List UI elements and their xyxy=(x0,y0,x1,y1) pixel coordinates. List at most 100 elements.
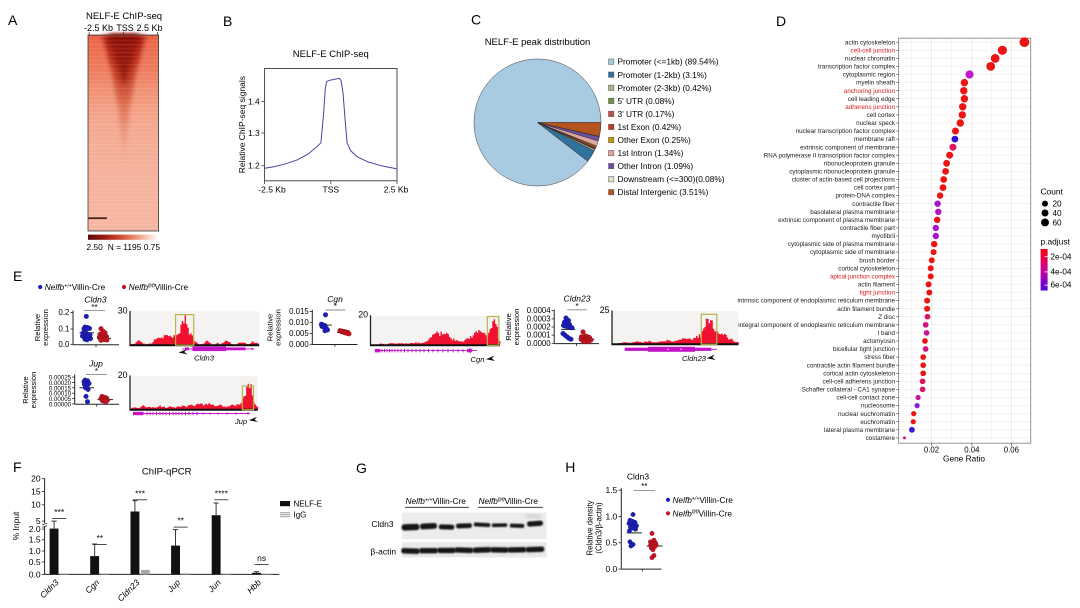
svg-text:nucleosome: nucleosome xyxy=(861,403,895,410)
svg-text:0.010: 0.010 xyxy=(289,318,309,327)
svg-text:Promoter (1-2kb) (3.1%): Promoter (1-2kb) (3.1%) xyxy=(618,70,708,80)
svg-text:0.0000: 0.0000 xyxy=(527,339,552,348)
svg-text:ns: ns xyxy=(257,553,266,563)
svg-text:cortical cytoskeleton: cortical cytoskeleton xyxy=(838,265,895,272)
svg-text:Cldn23: Cldn23 xyxy=(682,354,707,363)
svg-text:0.75: 0.75 xyxy=(144,242,161,252)
svg-text:actin filament bundle: actin filament bundle xyxy=(837,306,895,313)
svg-text:tight junction: tight junction xyxy=(860,290,896,297)
svg-text:0.0003: 0.0003 xyxy=(527,314,551,323)
svg-text:Relative: Relative xyxy=(266,314,275,341)
svg-text:0.00015: 0.00015 xyxy=(49,385,72,392)
svg-text:0.015: 0.015 xyxy=(289,307,309,316)
svg-text:Promoter (<=1kb) (89.54%): Promoter (<=1kb) (89.54%) xyxy=(618,57,719,67)
svg-text:expression: expression xyxy=(274,309,283,346)
svg-text:0.5: 0.5 xyxy=(29,557,41,567)
svg-text:3' UTR (0.17%): 3' UTR (0.17%) xyxy=(618,109,675,119)
svg-text:p.adjust: p.adjust xyxy=(1041,237,1071,247)
svg-text:Nelfb+/+Villin-Cre: Nelfb+/+Villin-Cre xyxy=(406,496,467,506)
svg-text:cell cortex: cell cortex xyxy=(867,112,896,119)
svg-text:6e-04: 6e-04 xyxy=(1051,281,1072,290)
svg-text:20: 20 xyxy=(358,310,368,320)
svg-text:RNA polymerase II transcriptio: RNA polymerase II transcription factor c… xyxy=(764,152,896,159)
svg-text:0.00000: 0.00000 xyxy=(49,401,72,408)
svg-text:NELF-E peak distribution: NELF-E peak distribution xyxy=(485,37,591,48)
svg-text:cell cortex part: cell cortex part xyxy=(854,185,895,192)
svg-text:membrane raft: membrane raft xyxy=(854,136,895,143)
svg-text:cell-cell adherens junction: cell-cell adherens junction xyxy=(823,378,896,385)
svg-text:0.0: 0.0 xyxy=(29,569,41,579)
svg-text:Nelfb+/+Villin-Cre: Nelfb+/+Villin-Cre xyxy=(45,282,106,292)
svg-text:10: 10 xyxy=(31,500,41,510)
svg-text:Nelfbfl/flVillin-Cre: Nelfbfl/flVillin-Cre xyxy=(673,508,733,518)
svg-text:Relative: Relative xyxy=(21,376,30,403)
svg-text:***: *** xyxy=(54,507,65,517)
svg-text:Downstream (<=300)(0.08%): Downstream (<=300)(0.08%) xyxy=(618,174,725,184)
svg-text:extrinsic component of membran: extrinsic component of membrane xyxy=(800,144,895,151)
svg-text:***: *** xyxy=(135,488,146,498)
svg-text:Gene Ratio: Gene Ratio xyxy=(943,454,985,464)
svg-text:Cgn: Cgn xyxy=(471,355,485,364)
svg-text:Other Exon (0.25%): Other Exon (0.25%) xyxy=(618,135,692,145)
svg-text:β-actin: β-actin xyxy=(370,547,396,557)
svg-text:IgG: IgG xyxy=(294,511,307,520)
svg-text:0.0: 0.0 xyxy=(605,564,617,574)
svg-text:0.1: 0.1 xyxy=(59,325,70,334)
svg-text:5: 5 xyxy=(36,516,41,526)
svg-text:Relative ChIP-seq signals: Relative ChIP-seq signals xyxy=(237,76,247,173)
svg-text:2.50: 2.50 xyxy=(87,242,104,252)
svg-text:**: ** xyxy=(641,482,647,491)
svg-text:ribonucleoprotein granule: ribonucleoprotein granule xyxy=(824,160,896,167)
svg-text:*: * xyxy=(575,302,578,311)
svg-text:intrinsic component of endopla: intrinsic component of endoplasmic retic… xyxy=(738,298,896,305)
svg-text:20: 20 xyxy=(1053,200,1063,209)
svg-text:0.0001: 0.0001 xyxy=(527,331,551,340)
svg-text:NELF-E: NELF-E xyxy=(294,500,322,509)
svg-text:**: ** xyxy=(96,533,103,543)
svg-text:apical junction complex: apical junction complex xyxy=(830,274,896,281)
svg-text:expression: expression xyxy=(29,372,38,409)
svg-text:actin filament: actin filament xyxy=(858,282,895,289)
svg-text:Cldn3: Cldn3 xyxy=(84,294,106,304)
svg-text:1.3: 1.3 xyxy=(248,128,260,138)
svg-text:Jup: Jup xyxy=(234,417,247,426)
svg-text:NELF-E ChIP-seq: NELF-E ChIP-seq xyxy=(86,11,162,22)
svg-text:actomyosin: actomyosin xyxy=(863,338,895,345)
svg-text:****: **** xyxy=(215,488,229,498)
svg-text:Relative: Relative xyxy=(504,313,513,340)
svg-text:1.0: 1.0 xyxy=(605,511,617,521)
svg-text:D: D xyxy=(776,13,786,29)
svg-text:Z disc: Z disc xyxy=(878,314,895,321)
svg-text:lateral plasma membrane: lateral plasma membrane xyxy=(824,427,896,434)
svg-text:Other Intron (1.09%): Other Intron (1.09%) xyxy=(618,161,694,171)
svg-text:1.2: 1.2 xyxy=(248,161,260,171)
svg-text:costamere: costamere xyxy=(866,435,896,442)
svg-text:cell-cell junction: cell-cell junction xyxy=(851,47,896,54)
svg-text:nuclear transcription factor c: nuclear transcription factor complex xyxy=(796,128,896,135)
svg-text:0.00025: 0.00025 xyxy=(49,375,72,382)
svg-text:0.04: 0.04 xyxy=(964,446,980,455)
svg-text:A: A xyxy=(8,12,18,28)
svg-text:Cldn3: Cldn3 xyxy=(194,354,215,363)
svg-text:1st Exon (0.42%): 1st Exon (0.42%) xyxy=(618,122,682,132)
svg-text:cytoplasmic ribonucleoprotein: cytoplasmic ribonucleoprotein granule xyxy=(789,169,895,176)
svg-text:Jup: Jup xyxy=(88,358,103,368)
svg-text:bicellular tight junction: bicellular tight junction xyxy=(833,346,895,353)
svg-text:brush border: brush border xyxy=(859,257,895,264)
svg-text:4e-04: 4e-04 xyxy=(1051,268,1072,277)
svg-text:Cldn3: Cldn3 xyxy=(627,472,649,482)
svg-text:0.00020: 0.00020 xyxy=(49,380,72,387)
svg-text:basolateral plasma membrane: basolateral plasma membrane xyxy=(810,209,895,216)
svg-text:cortical actin cytoskeleton: cortical actin cytoskeleton xyxy=(823,370,895,377)
svg-text:TSS: TSS xyxy=(323,185,340,195)
svg-text:G: G xyxy=(356,460,367,476)
svg-text:E: E xyxy=(13,268,22,284)
svg-text:0.00010: 0.00010 xyxy=(49,391,72,398)
svg-text:euchromatin: euchromatin xyxy=(860,419,895,426)
svg-text:0.00005: 0.00005 xyxy=(49,396,72,403)
svg-text:nuclear speck: nuclear speck xyxy=(856,120,896,127)
svg-text:0.06: 0.06 xyxy=(1004,446,1019,455)
svg-text:Nelfb+/+Villin-Cre: Nelfb+/+Villin-Cre xyxy=(673,495,734,505)
svg-text:nuclear chromatin: nuclear chromatin xyxy=(845,56,896,63)
svg-text:1.0: 1.0 xyxy=(29,546,41,556)
